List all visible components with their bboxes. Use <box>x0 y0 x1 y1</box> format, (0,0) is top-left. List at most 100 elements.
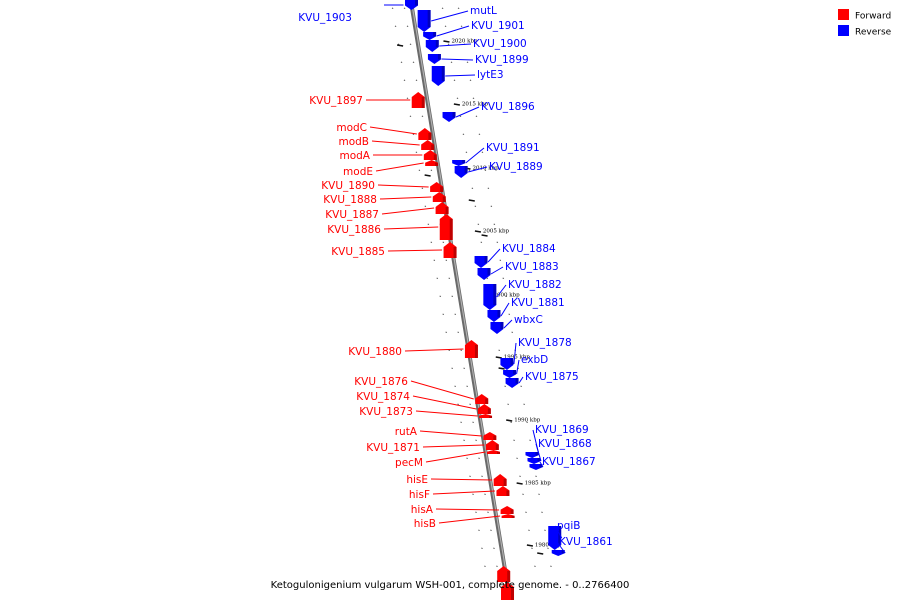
gene-label-KVU_1869[interactable]: KVU_1869 <box>535 424 589 436</box>
gene-label-modC[interactable]: modC <box>336 122 367 134</box>
track-dot <box>537 583 539 586</box>
gene-label-KVU_1888[interactable]: KVU_1888 <box>323 194 377 206</box>
gene-block-unlabeled[interactable] <box>497 566 511 582</box>
gene-label-KVU_1871[interactable]: KVU_1871 <box>366 442 420 454</box>
gene-block-KVU_1896[interactable] <box>442 112 456 122</box>
gene-block-KVU_1878[interactable] <box>500 358 514 370</box>
gene-label-pecM[interactable]: pecM <box>395 457 423 469</box>
leader-line <box>441 58 474 61</box>
gene-label-wbxC[interactable]: wbxC <box>514 314 543 326</box>
gene-label-KVU_1876[interactable]: KVU_1876 <box>354 376 408 388</box>
gene-block-KVU_1901[interactable] <box>423 32 437 40</box>
gene-block-KVU_1868[interactable] <box>527 458 541 464</box>
gene-label-rutA[interactable]: rutA <box>395 426 418 438</box>
gene-label-hisB[interactable]: hisB <box>414 518 436 530</box>
gene-label-pqiB[interactable]: pqiB <box>557 520 580 532</box>
gene-label-KVU_1896[interactable]: KVU_1896 <box>481 101 535 113</box>
gene-label-KVU_1885[interactable]: KVU_1885 <box>331 246 385 258</box>
gene-label-KVU_1891[interactable]: KVU_1891 <box>486 142 540 154</box>
gene-label-lytE3[interactable]: lytE3 <box>477 69 504 81</box>
gene-block-KVU_1876[interactable] <box>475 394 489 404</box>
gene-label-KVU_1897[interactable]: KVU_1897 <box>309 95 363 107</box>
gene-label-KVU_1900[interactable]: KVU_1900 <box>473 38 527 50</box>
gene-block-KVU_1873[interactable] <box>479 414 493 418</box>
track-dot <box>442 313 445 316</box>
leader-line <box>438 515 501 524</box>
gene-block-KVU_1861[interactable] <box>551 550 565 556</box>
gene-block-KVU_1871[interactable] <box>485 440 499 450</box>
gene-block-KVU_1899[interactable] <box>427 54 441 64</box>
gene-block-KVU_1884[interactable] <box>474 256 488 268</box>
gene-block-KVU_1891[interactable] <box>452 160 466 166</box>
gene-block-KVU_1900[interactable] <box>425 40 439 52</box>
gene-block-KVU_1890[interactable] <box>430 182 444 192</box>
gene-block-hisB[interactable] <box>501 514 515 518</box>
track-dot <box>487 187 490 190</box>
gene-block-unlabeled[interactable] <box>501 582 515 600</box>
gene-label-KVU_1867[interactable]: KVU_1867 <box>542 456 596 468</box>
gene-label-KVU_1861[interactable]: KVU_1861 <box>559 536 613 548</box>
gene-block-KVU_1875[interactable] <box>505 378 519 388</box>
gene-label-KVU_1873[interactable]: KVU_1873 <box>359 406 413 418</box>
gene-block-KVU_1882[interactable] <box>483 284 497 310</box>
gene-label-KVU_1882[interactable]: KVU_1882 <box>508 279 562 291</box>
gene-label-KVU_1878[interactable]: KVU_1878 <box>518 337 572 349</box>
gene-label-hisF[interactable]: hisF <box>409 489 430 501</box>
gene-block-KVU_1867[interactable] <box>529 464 543 470</box>
gene-label-KVU_1883[interactable]: KVU_1883 <box>505 261 559 273</box>
gene-block-KVU_1883[interactable] <box>477 268 491 280</box>
gene-block-hisA[interactable] <box>500 506 514 514</box>
leader-line <box>445 74 476 77</box>
gene-block-modA[interactable] <box>423 150 437 160</box>
gene-label-exbD[interactable]: exbD <box>521 354 548 366</box>
gene-block-hisF[interactable] <box>496 486 510 496</box>
track-dot <box>436 277 439 280</box>
gene-block-KVU_1886[interactable] <box>439 214 453 240</box>
gene-label-KVU_1899[interactable]: KVU_1899 <box>475 54 529 66</box>
gene-block-modE[interactable] <box>425 160 439 166</box>
gene-block-modC[interactable] <box>418 128 432 140</box>
gene-label-KVU_1880[interactable]: KVU_1880 <box>348 346 402 358</box>
gene-label-KVU_1901[interactable]: KVU_1901 <box>471 20 525 32</box>
gene-block-pecM[interactable] <box>486 450 500 454</box>
track-dot <box>409 115 412 118</box>
gene-label-KVU_1875[interactable]: KVU_1875 <box>525 371 579 383</box>
gene-label-hisE[interactable]: hisE <box>406 474 428 486</box>
gene-block-KVU_1903[interactable] <box>404 0 418 10</box>
track-dot <box>441 7 444 10</box>
gene-label-hisA[interactable]: hisA <box>411 504 434 516</box>
gene-label-modB[interactable]: modB <box>338 136 369 148</box>
gene-block-KVU_1881[interactable] <box>487 310 501 322</box>
gene-label-KVU_1874[interactable]: KVU_1874 <box>356 391 410 403</box>
gene-block-KVU_1887[interactable] <box>435 202 449 214</box>
track-dash <box>396 44 404 47</box>
gene-block-exbD[interactable] <box>503 370 517 378</box>
gene-label-KVU_1886[interactable]: KVU_1886 <box>327 224 381 236</box>
gene-block-KVU_1888[interactable] <box>432 192 446 202</box>
track-dot <box>519 475 521 478</box>
gene-block-wbxC[interactable] <box>490 322 504 334</box>
gene-block-lytE3[interactable] <box>431 66 445 86</box>
gene-block-mutL[interactable] <box>417 10 431 32</box>
gene-block-KVU_1897[interactable] <box>411 92 425 108</box>
gene-block-hisE[interactable] <box>493 474 507 486</box>
gene-block-modB[interactable] <box>421 140 435 150</box>
gene-block-KVU_1885[interactable] <box>443 242 457 258</box>
gene-block-KVU_1880[interactable] <box>464 340 478 358</box>
gene-label-KVU_1881[interactable]: KVU_1881 <box>511 297 565 309</box>
track-dot <box>487 583 489 586</box>
gene-block-rutA[interactable] <box>483 432 497 440</box>
gene-label-KVU_1890[interactable]: KVU_1890 <box>321 180 375 192</box>
gene-label-KVU_1884[interactable]: KVU_1884 <box>502 243 556 255</box>
gene-label-KVU_1889[interactable]: KVU_1889 <box>489 161 543 173</box>
gene-label-modE[interactable]: modE <box>343 166 373 178</box>
gene-block-KVU_1874[interactable] <box>477 404 491 414</box>
gene-block-KVU_1889[interactable] <box>454 166 468 178</box>
gene-label-KVU_1868[interactable]: KVU_1868 <box>538 438 592 450</box>
gene-label-modA[interactable]: modA <box>339 150 370 162</box>
gene-label-KVU_1887[interactable]: KVU_1887 <box>325 209 379 221</box>
track-dot <box>475 115 478 118</box>
gene-label-mutL[interactable]: mutL <box>470 5 497 17</box>
gene-label-KVU_1903[interactable]: KVU_1903 <box>298 12 352 24</box>
gene-block-KVU_1869[interactable] <box>525 452 539 458</box>
